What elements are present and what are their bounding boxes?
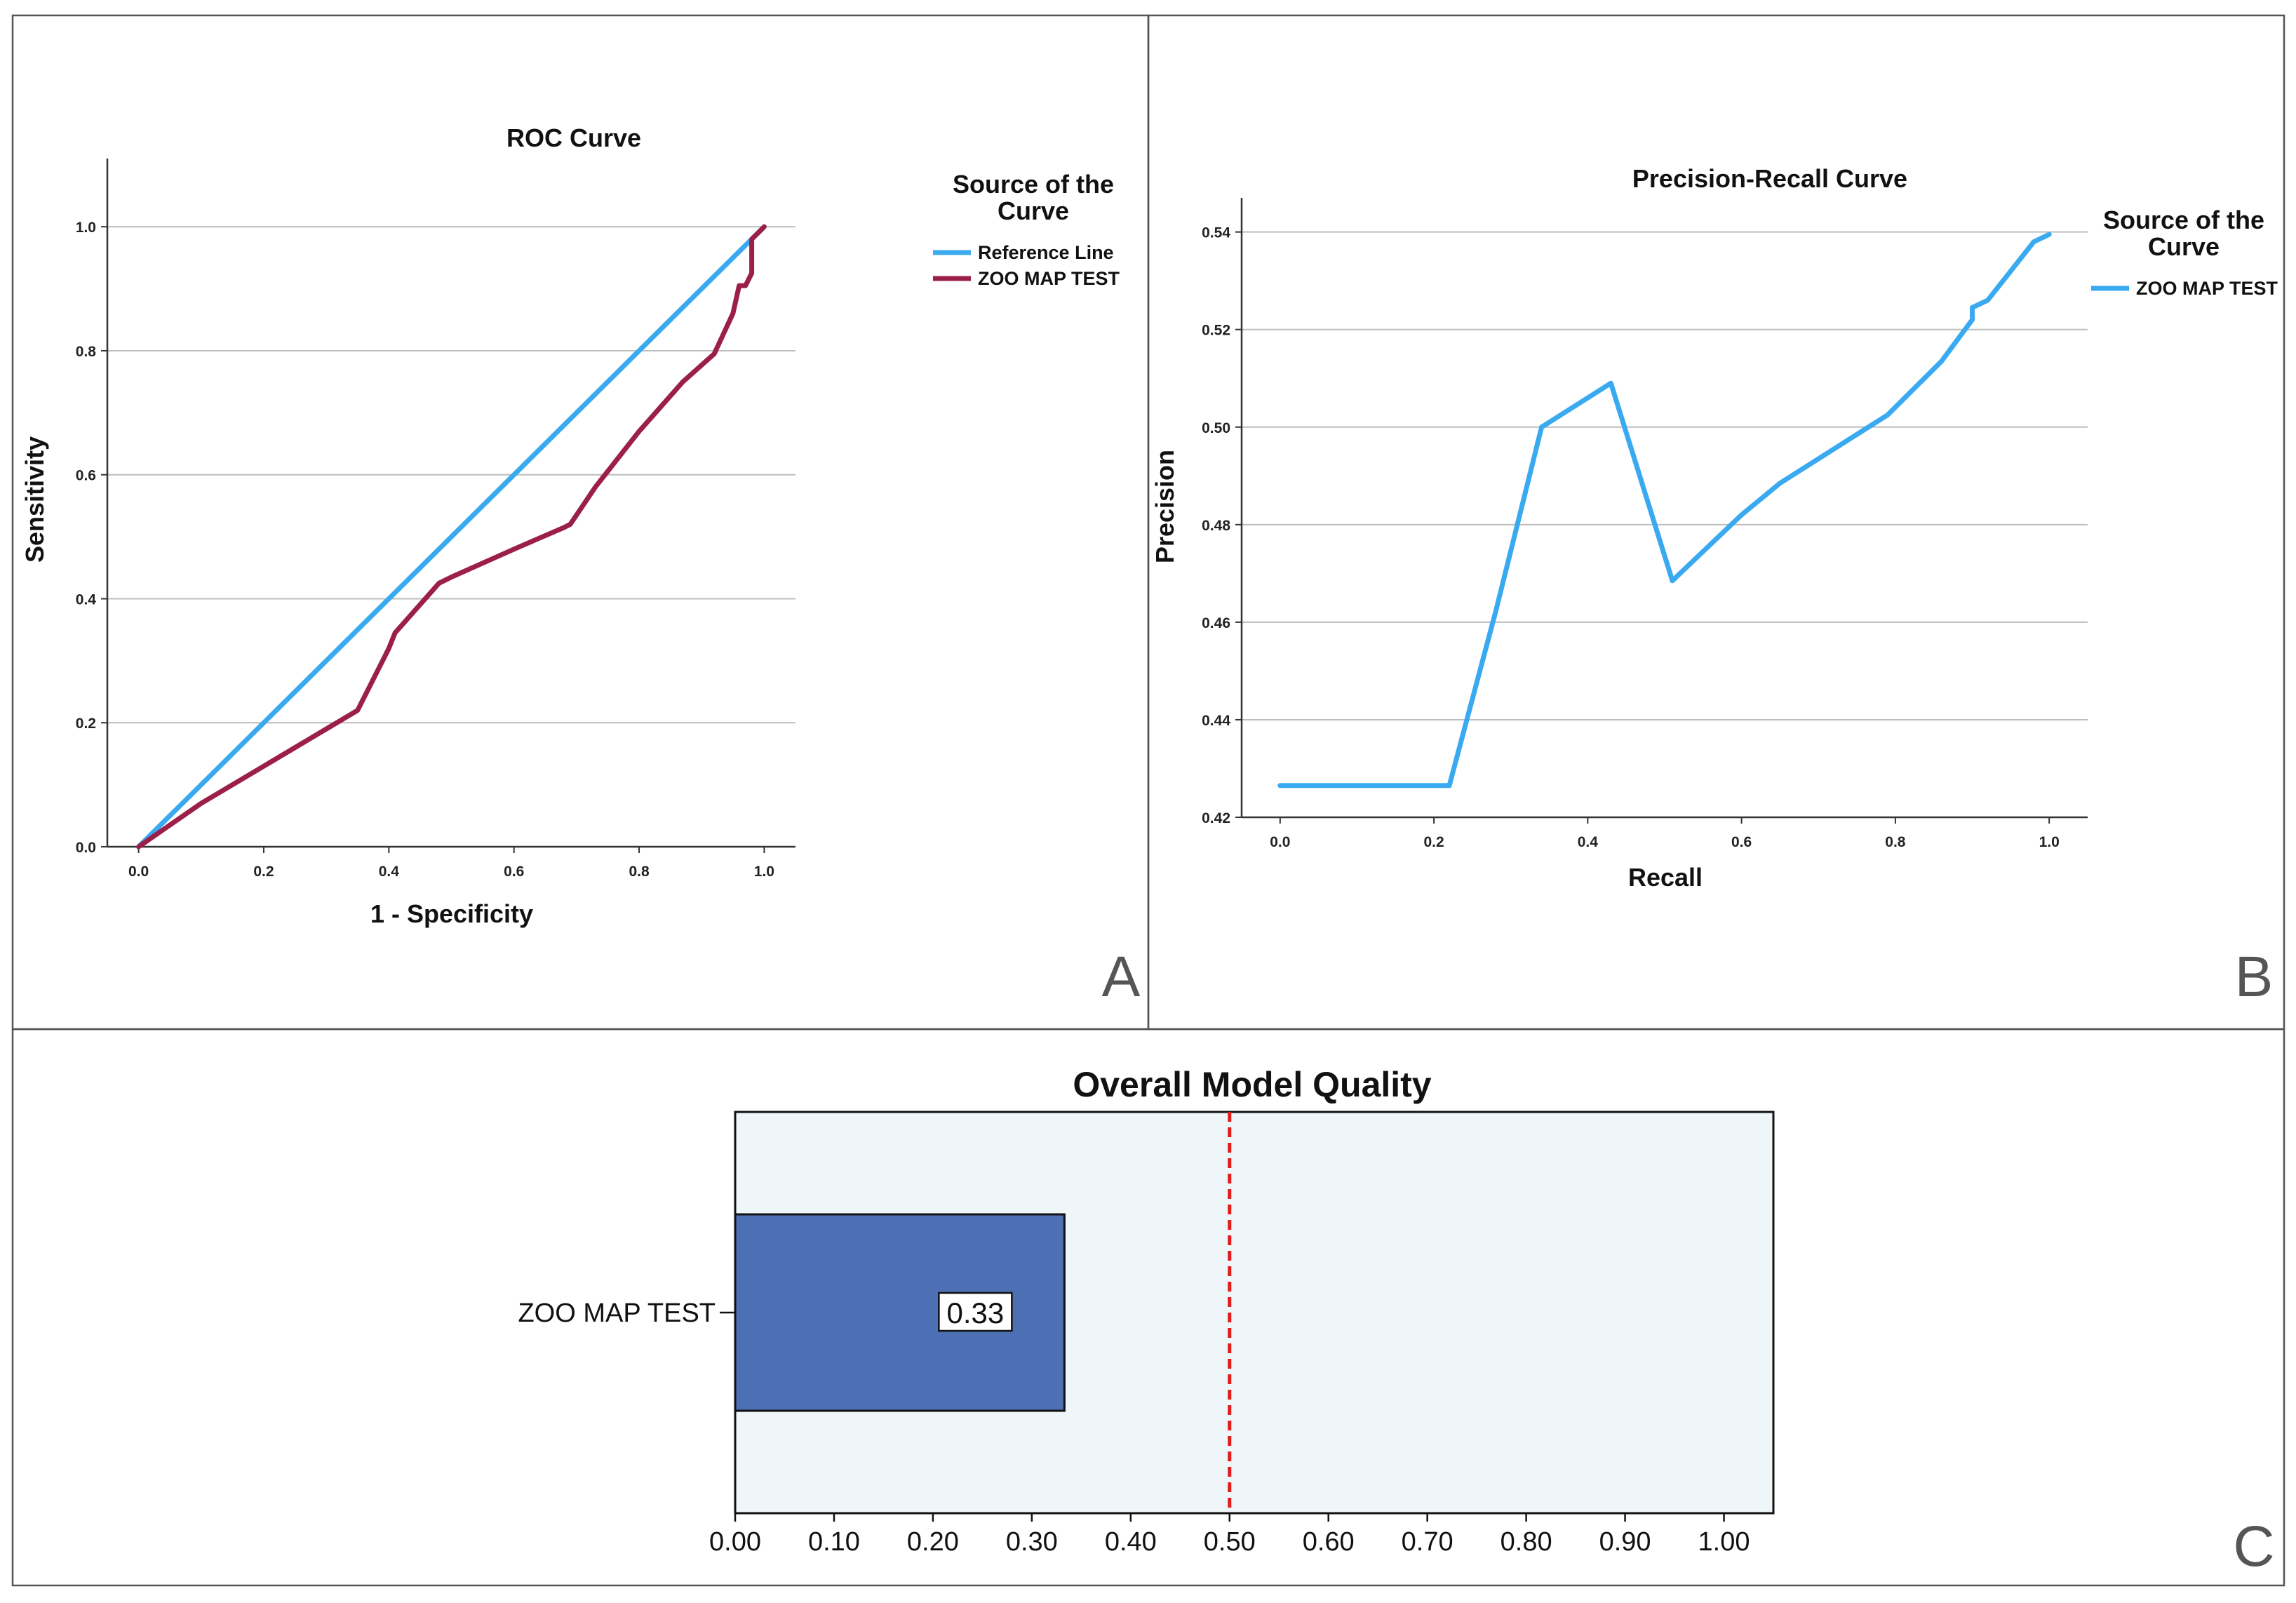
x-tick-label: 1.0 (754, 864, 774, 880)
x-tick-label: 0.6 (1731, 834, 1752, 850)
panel-c-border (11, 1028, 2285, 1587)
y-tick-label: 0.50 (1202, 420, 1230, 436)
y-tick-label: 0.2 (76, 716, 96, 732)
x-tick-label: 0.6 (504, 864, 524, 880)
y-tick-label: 0.54 (1202, 225, 1230, 241)
y-tick-label: 0.44 (1202, 713, 1230, 729)
x-tick-label: 0.0 (1270, 834, 1290, 850)
x-tick-label: 0.30 (1006, 1527, 1058, 1557)
x-tick-label: 1.00 (1698, 1527, 1750, 1557)
x-tick-label: 0.80 (1501, 1527, 1552, 1557)
panel-letter-a: A (1102, 945, 1141, 1009)
y-axis-title: Precision (1150, 450, 1179, 563)
x-tick-label: 0.4 (379, 864, 400, 880)
y-axis-title: Sensitivity (20, 436, 49, 563)
series-line-2 (136, 224, 767, 850)
y-tick-label: 0.46 (1202, 615, 1230, 631)
data-label: 0.33 (946, 1296, 1004, 1329)
model-quality-chart: Overall Model Quality 0.00 0.10 0.20 0.30 0.4… (518, 1065, 1775, 1557)
data-label-box (938, 1292, 1013, 1332)
y-tick-label: 0.4 (76, 591, 97, 608)
panel-a-border (11, 14, 1150, 1031)
legend-entry: ZOO MAP TEST (2136, 278, 2278, 299)
y-tick-label: 0.48 (1202, 518, 1230, 534)
x-tick-label: 0.70 (1402, 1527, 1454, 1557)
panel-letter-c: C (2233, 1515, 2274, 1578)
series-line-1 (136, 224, 767, 850)
chart-title: Overall Model Quality (1073, 1065, 1431, 1104)
legend-title: Curve (998, 196, 1069, 225)
x-tick-label: 0.60 (1303, 1527, 1355, 1557)
y-tick-label: 0.6 (76, 468, 96, 484)
chart-title: ROC Curve (506, 123, 641, 152)
x-axis-title: 1 - Specificity (370, 899, 533, 928)
legend-entry: ZOO MAP TEST (978, 268, 1120, 289)
y-tick-label: 0.8 (76, 344, 97, 360)
legend-title: Source of the (2103, 206, 2264, 234)
x-tick-label: 0.40 (1105, 1527, 1157, 1557)
legend-entry: Reference Line (978, 242, 1114, 263)
category-label: ZOO MAP TEST (518, 1299, 716, 1328)
chart-title: Precision-Recall Curve (1632, 164, 1907, 193)
y-tick-label: 0.42 (1202, 810, 1230, 826)
y-tick-label: 0.0 (76, 840, 96, 856)
panel-letter-b: B (2235, 945, 2274, 1009)
series-line-1 (1277, 232, 2052, 789)
x-tick-label: 0.90 (1599, 1527, 1651, 1557)
x-tick-label: 0.4 (1578, 834, 1599, 850)
x-tick-label: 0.20 (907, 1527, 959, 1557)
x-tick-label: 0.8 (629, 864, 650, 880)
legend-title: Source of the (953, 170, 1114, 199)
x-axis-title: Recall (1628, 863, 1703, 892)
x-tick-label: 0.00 (709, 1527, 761, 1557)
roc-chart: 0.0 0.2 0.4 0.6 0.8 1.0 0.0 0.2 0.4 0.6 0.8 1.0 ROC … (20, 123, 1120, 928)
y-tick-label: 0.52 (1202, 323, 1230, 339)
legend-title: Curve (2148, 232, 2220, 261)
pr-chart: 0.42 0.44 0.46 0.48 0.50 0.52 0.54 0.0 0.2 0.4 0.6… (1150, 164, 2278, 892)
x-tick-label: 1.0 (2039, 834, 2060, 850)
x-tick-label: 0.10 (808, 1527, 860, 1557)
x-tick-label: 0.50 (1204, 1527, 1256, 1557)
x-tick-label: 0.0 (128, 864, 149, 880)
x-tick-label: 0.8 (1885, 834, 1906, 850)
y-tick-label: 1.0 (76, 220, 96, 236)
bar (734, 1213, 1066, 1412)
x-tick-label: 0.2 (253, 864, 274, 880)
x-tick-label: 0.2 (1423, 834, 1444, 850)
